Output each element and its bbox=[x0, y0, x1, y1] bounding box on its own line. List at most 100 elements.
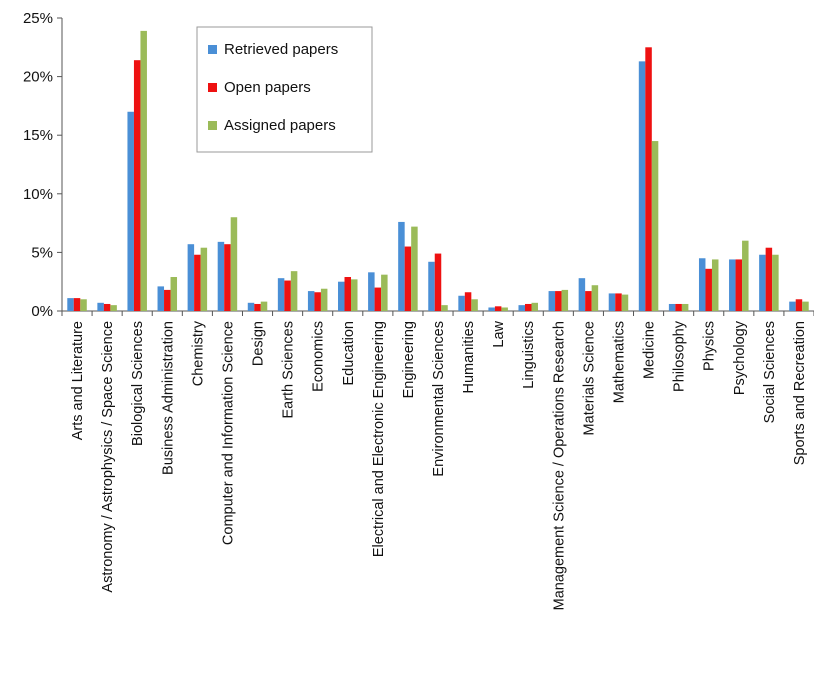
bar-open-papers bbox=[434, 253, 442, 311]
bar-open-papers bbox=[645, 47, 652, 312]
bar-retrieved-papers bbox=[67, 298, 74, 311]
bar-open-papers bbox=[705, 268, 712, 311]
legend-label: Retrieved papers bbox=[224, 41, 338, 58]
x-category-label: Environmental Sciences bbox=[431, 321, 447, 477]
bar-open-papers bbox=[224, 244, 231, 311]
x-category-label: Arts and Literature bbox=[70, 321, 86, 440]
bar-assigned-papers bbox=[260, 301, 268, 311]
x-category-label: Economics bbox=[311, 321, 327, 392]
bar-assigned-papers bbox=[742, 240, 749, 311]
legend: Retrieved papers Open papers Assigned pape… bbox=[196, 26, 373, 153]
bar-open-papers bbox=[194, 254, 201, 311]
y-tick-label: 10% bbox=[23, 186, 53, 203]
bar-open-papers bbox=[344, 277, 352, 311]
bar-retrieved-papers bbox=[97, 302, 104, 311]
bar-assigned-papers bbox=[802, 301, 809, 311]
bar-assigned-papers bbox=[230, 217, 238, 311]
x-category-label: Engineering bbox=[401, 321, 417, 398]
bar-assigned-papers bbox=[290, 271, 298, 311]
x-category-label: Computer and Information Science bbox=[220, 321, 236, 545]
x-category-label: Earth Sciences bbox=[281, 321, 297, 419]
bar-retrieved-papers bbox=[398, 221, 405, 311]
bar-open-papers bbox=[585, 291, 592, 311]
bar-retrieved-papers bbox=[458, 295, 465, 311]
x-category-label: Mathematics bbox=[611, 321, 627, 403]
bar-retrieved-papers bbox=[307, 291, 315, 311]
bar-open-papers bbox=[254, 303, 261, 311]
bar-retrieved-papers bbox=[638, 61, 646, 311]
x-category-label: Law bbox=[491, 320, 507, 347]
x-category-label: Linguistics bbox=[521, 321, 537, 389]
y-tick-label: 15% bbox=[23, 127, 53, 144]
bar-open-papers bbox=[374, 287, 382, 311]
bar-assigned-papers bbox=[411, 226, 418, 311]
bar-open-papers bbox=[284, 280, 291, 311]
bar-assigned-papers bbox=[381, 274, 388, 311]
bar-assigned-papers bbox=[471, 299, 478, 311]
x-category-label: Education bbox=[341, 321, 357, 386]
x-category-label: Philosophy bbox=[672, 320, 688, 392]
bar-retrieved-papers bbox=[698, 258, 706, 311]
y-tick-label: 5% bbox=[31, 244, 53, 261]
x-category-label: Humanities bbox=[461, 321, 477, 394]
bar-open-papers bbox=[615, 293, 622, 311]
bar-retrieved-papers bbox=[548, 291, 556, 311]
bar-open-papers bbox=[555, 291, 562, 311]
bar-assigned-papers bbox=[80, 299, 87, 311]
bar-assigned-papers bbox=[320, 288, 328, 311]
bar-assigned-papers bbox=[441, 305, 448, 311]
bar-assigned-papers bbox=[140, 30, 147, 311]
bar-retrieved-papers bbox=[277, 278, 285, 311]
legend-label: Assigned papers bbox=[224, 117, 336, 134]
bar-assigned-papers bbox=[531, 302, 538, 311]
x-category-label: Astronomy / Astrophysics / Space Science bbox=[100, 321, 116, 593]
bar-assigned-papers bbox=[681, 303, 689, 311]
bar-open-papers bbox=[103, 303, 111, 311]
bar-retrieved-papers bbox=[338, 281, 345, 311]
x-category-label: Electrical and Electronic Engineering bbox=[371, 321, 387, 557]
bar-assigned-papers bbox=[110, 305, 117, 311]
bar-open-papers bbox=[404, 246, 412, 311]
bar-retrieved-papers bbox=[729, 259, 736, 311]
bar-open-papers bbox=[735, 259, 743, 311]
bar-open-papers bbox=[795, 299, 803, 311]
bar-assigned-papers bbox=[772, 254, 779, 311]
x-category-label: Management Science / Operations Research bbox=[551, 321, 567, 610]
x-category-label: Design bbox=[251, 321, 267, 366]
bar-retrieved-papers bbox=[247, 302, 255, 311]
bar-open-papers bbox=[314, 292, 321, 311]
x-category-label: Psychology bbox=[732, 320, 748, 395]
bar-retrieved-papers bbox=[428, 261, 435, 311]
x-category-label: Physics bbox=[702, 321, 718, 371]
bar-retrieved-papers bbox=[488, 307, 495, 311]
bar-open-papers bbox=[133, 60, 141, 311]
bar-retrieved-papers bbox=[157, 286, 165, 311]
legend-swatch bbox=[208, 83, 217, 92]
bar-open-papers bbox=[524, 303, 532, 311]
x-category-label: Sports and Recreation bbox=[792, 321, 808, 465]
bar-retrieved-papers bbox=[518, 305, 525, 311]
bar-open-papers bbox=[164, 289, 171, 311]
x-category-label: Materials Science bbox=[581, 321, 597, 435]
legend-swatch bbox=[208, 121, 217, 130]
y-tick-label: 25% bbox=[23, 10, 53, 27]
bar-retrieved-papers bbox=[187, 244, 195, 311]
bar-open-papers bbox=[73, 298, 81, 311]
bar-retrieved-papers bbox=[127, 111, 134, 311]
x-category-label: Biological Sciences bbox=[130, 321, 146, 446]
y-tick-label: 20% bbox=[23, 69, 53, 86]
bar-assigned-papers bbox=[711, 259, 719, 311]
bar-retrieved-papers bbox=[759, 254, 766, 311]
bar-assigned-papers bbox=[621, 294, 629, 311]
x-category-label: Social Sciences bbox=[762, 321, 778, 423]
bar-retrieved-papers bbox=[608, 293, 616, 311]
x-category-label: Business Administration bbox=[160, 321, 176, 475]
bar-retrieved-papers bbox=[368, 272, 375, 311]
bar-open-papers bbox=[765, 247, 773, 311]
bars bbox=[67, 30, 809, 312]
bar-assigned-papers bbox=[501, 307, 508, 311]
bar-assigned-papers bbox=[561, 289, 569, 311]
bar-open-papers bbox=[494, 306, 502, 311]
